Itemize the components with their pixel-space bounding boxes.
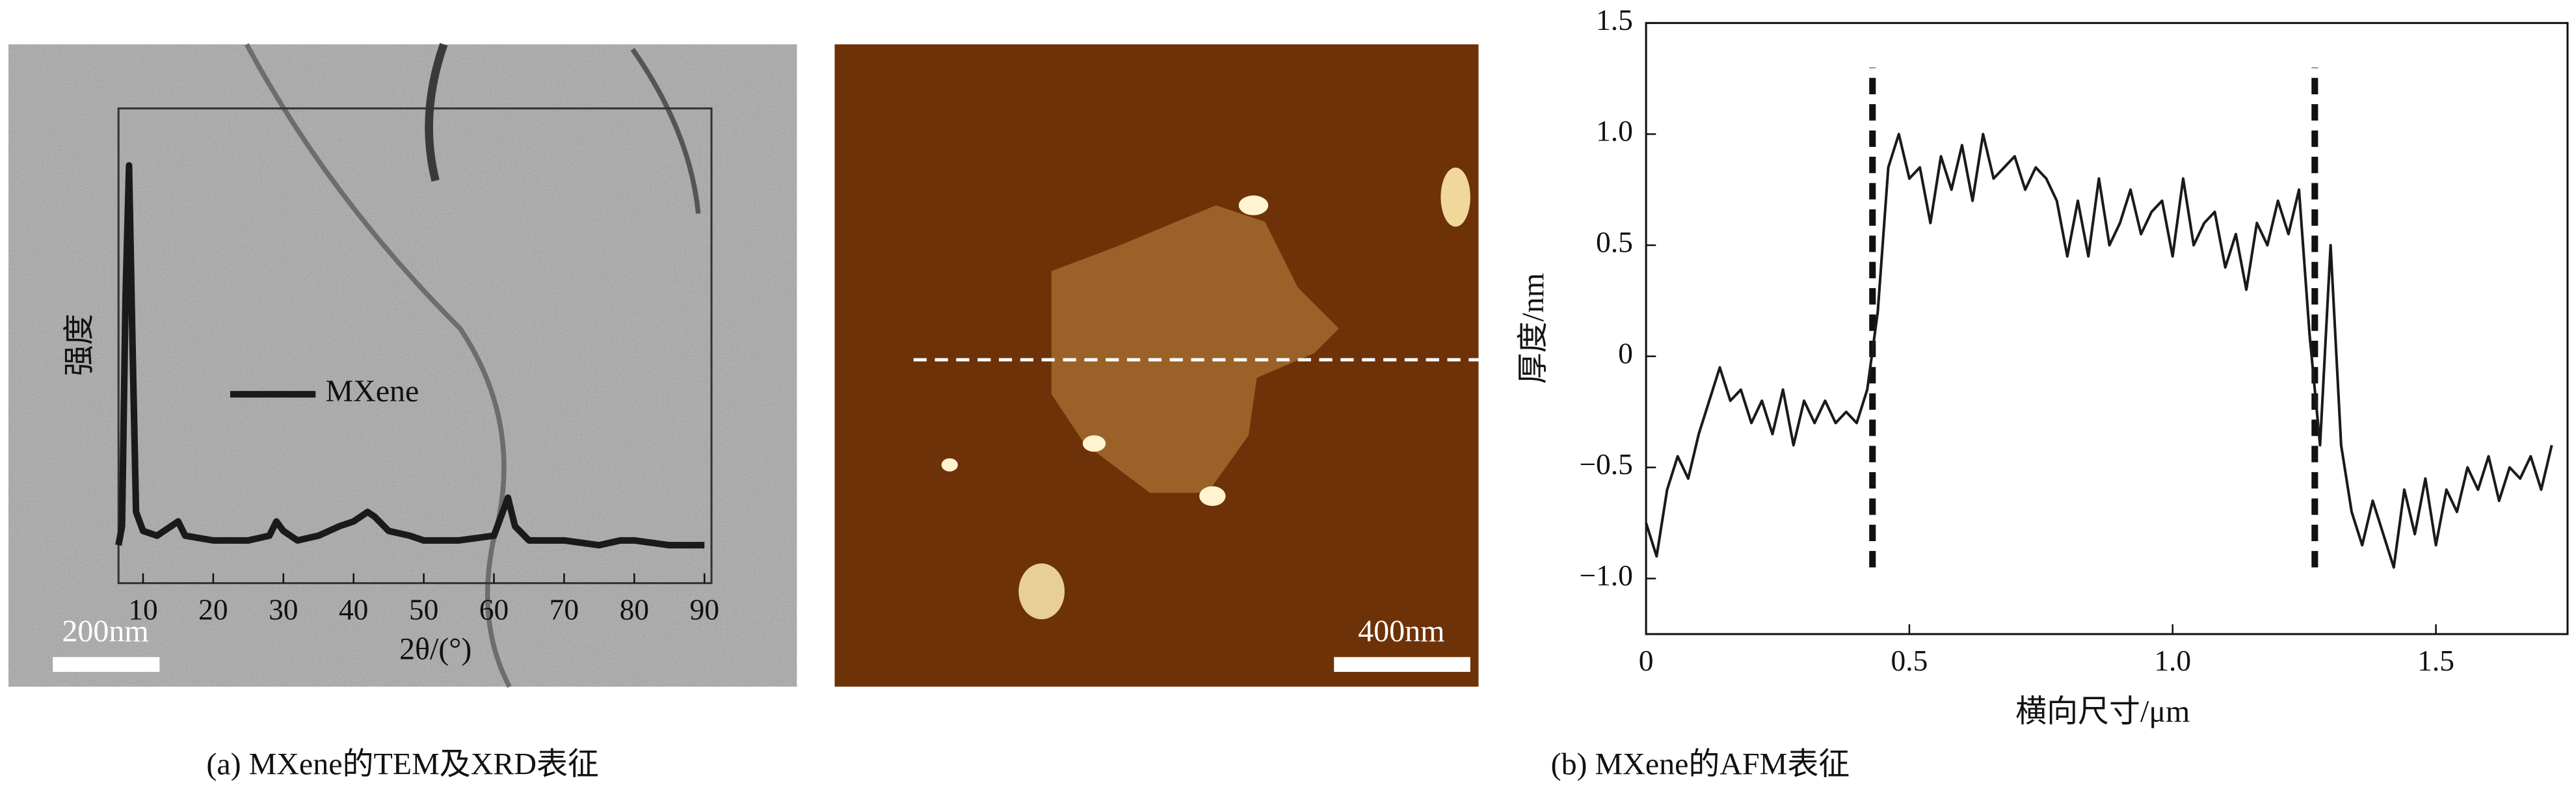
plot-frame [1645,21,2569,635]
x-tick-label: 40 [339,593,368,626]
x-tick-label: 0.5 [1891,644,1928,677]
x-tick-label: 0 [1639,644,1654,677]
plot-frame [117,107,713,585]
tem-fold [425,43,448,182]
mxene-flake [1051,205,1339,493]
y-tick-label: −1.0 [1579,559,1632,592]
afm-particle [1018,563,1065,620]
afm-particle [1238,195,1269,215]
data-line [1645,133,2553,569]
y-tick-label: −0.5 [1579,447,1632,481]
x-tick-label: 50 [409,593,438,626]
caption: (a) MXene的TEM及XRD表征 [206,747,598,782]
afm-particle [1441,167,1470,227]
y-axis-label: 厚度/nm [1516,273,1550,384]
scale-bar-label: 400nm [1358,614,1444,648]
x-tick-label: 60 [479,593,509,626]
x-axis-label: 横向尺寸/μm [2015,695,2190,729]
y-tick-label: 0.5 [1596,225,1633,258]
afm-particle [1199,486,1226,506]
scale-bar [53,657,160,672]
y-axis-label: 强度 [62,313,97,376]
scale-bar [1334,657,1470,672]
afm-particle [941,458,958,472]
y-tick-label: 1.5 [1596,3,1633,36]
tem-texture [8,44,797,687]
x-tick-label: 30 [269,593,298,626]
y-tick-label: 1.0 [1596,114,1633,148]
x-tick-label: 90 [689,593,719,626]
x-tick-label: 1.0 [2154,644,2191,677]
tem-fold [244,43,512,688]
x-tick-label: 1.5 [2417,644,2454,677]
x-tick-label: 20 [198,593,228,626]
tem-fold [630,47,701,214]
x-tick-label: 70 [550,593,579,626]
data-line [115,162,705,549]
x-axis-label: 2θ/(°) [399,632,471,667]
afm-particle [1082,435,1106,452]
legend-label: MXene [325,374,419,408]
caption: (b) MXene的AFM表征 [1551,747,1850,782]
x-tick-label: 10 [128,593,157,626]
scale-bar-label: 200nm [62,614,148,648]
x-tick-label: 80 [620,593,649,626]
y-tick-label: 0 [1618,336,1633,369]
